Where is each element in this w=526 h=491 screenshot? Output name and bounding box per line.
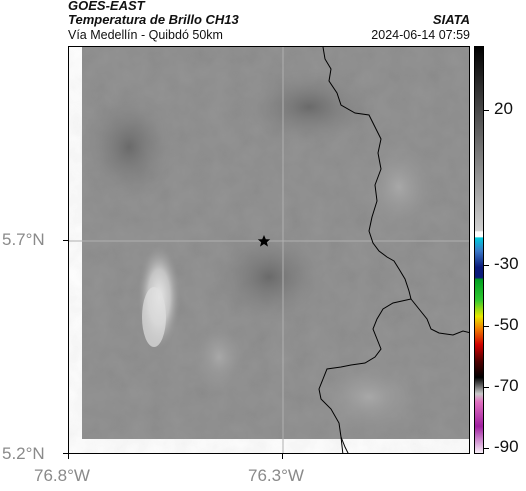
dark-region bbox=[79, 87, 179, 207]
colorbar-tick bbox=[484, 448, 489, 449]
light-region bbox=[309, 357, 429, 437]
colorbar bbox=[474, 46, 484, 454]
lon-label-76-3: 76.3°W bbox=[248, 466, 304, 485]
coastline bbox=[318, 47, 412, 453]
star-icon[interactable] bbox=[257, 235, 271, 247]
colorbar-tick bbox=[484, 110, 489, 111]
colorbar-label: -90 bbox=[494, 437, 519, 456]
lat-tick-mark bbox=[63, 240, 68, 241]
lat-label-5-7: 5.7°N bbox=[2, 230, 45, 249]
colorbar-label: -30 bbox=[494, 254, 519, 273]
colorbar-label: 20 bbox=[494, 99, 513, 118]
coastline-branch bbox=[410, 298, 469, 336]
region-label: Vía Medellín - Quibdó 50km bbox=[68, 28, 223, 42]
colorbar-label: -50 bbox=[494, 315, 519, 334]
map-canvas bbox=[69, 47, 469, 453]
satellite-map[interactable] bbox=[68, 46, 470, 454]
colorbar-gradient bbox=[475, 47, 483, 453]
light-region bbox=[359, 137, 439, 237]
lon-tick-mark bbox=[282, 454, 283, 459]
colorbar-tick bbox=[484, 326, 489, 327]
satellite-name: GOES-EAST bbox=[68, 0, 145, 13]
colorbar-tick bbox=[484, 265, 489, 266]
dark-region bbox=[209, 227, 329, 327]
colorbar-tick bbox=[484, 387, 489, 388]
lon-tick-mark bbox=[68, 454, 69, 459]
lat-tick-mark bbox=[63, 453, 68, 454]
lat-label-5-2: 5.2°N bbox=[2, 444, 45, 463]
timestamp: 2024-06-14 07:59 bbox=[371, 28, 470, 42]
colorbar-label: -70 bbox=[494, 376, 519, 395]
dark-region bbox=[239, 67, 379, 147]
coastline-south bbox=[340, 436, 349, 453]
product-title: Temperatura de Brillo CH13 bbox=[68, 12, 239, 27]
header: GOES-EAST Temperatura de Brillo CH13 Vía… bbox=[68, 0, 470, 46]
organization-label: SIATA bbox=[432, 12, 470, 27]
light-region bbox=[189, 317, 249, 397]
lon-label-76-8: 76.8°W bbox=[34, 466, 90, 485]
bright-cloud-core bbox=[142, 287, 166, 347]
